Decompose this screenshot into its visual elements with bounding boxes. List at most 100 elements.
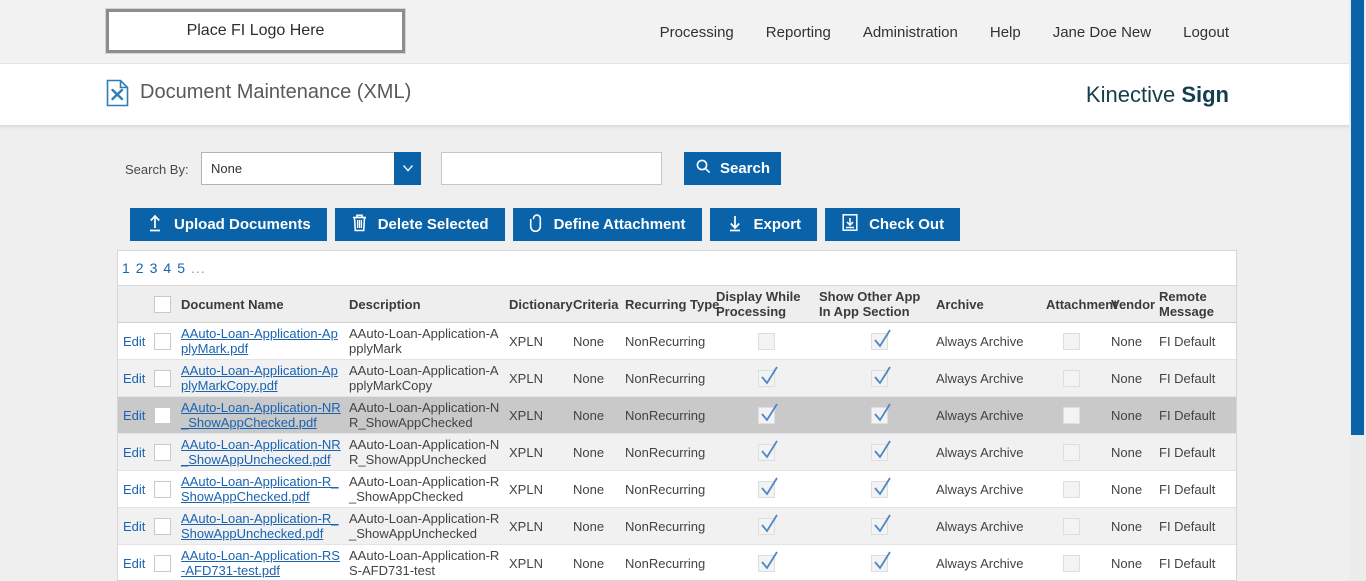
row-select-cell (154, 508, 181, 545)
display-while-processing-checkbox (758, 477, 778, 498)
nav-item-logout[interactable]: Logout (1183, 23, 1229, 41)
nav-item-user[interactable]: Jane Doe New (1052, 23, 1152, 41)
edit-link[interactable]: Edit (123, 407, 146, 423)
select-all-checkbox[interactable] (154, 295, 171, 313)
page-link-2[interactable]: 2 (135, 260, 144, 276)
edit-cell: Edit (118, 434, 154, 471)
delete-selected-button[interactable]: Delete Selected (334, 208, 505, 241)
header-archive: Archive (936, 285, 1046, 323)
display-while-processing-cell (716, 323, 819, 360)
page-link-5[interactable]: 5 (177, 260, 185, 276)
criteria-cell: None (573, 407, 605, 423)
row-select-cell (154, 471, 181, 508)
document-name-link[interactable]: AAuto-Loan-Application-NR_ShowAppChecked… (181, 400, 341, 430)
row-select-checkbox[interactable] (154, 554, 171, 572)
display-while-processing-cell (716, 545, 819, 581)
archive-cell: Always Archive (936, 444, 1024, 460)
brand-logo: Kinective Sign (1086, 82, 1229, 108)
show-other-app-cell (819, 545, 936, 581)
checkout-icon (841, 213, 859, 236)
row-select-cell (154, 360, 181, 397)
search-icon (695, 158, 712, 179)
row-select-checkbox[interactable] (154, 517, 171, 535)
fi-logo-placeholder: Place FI Logo Here (106, 9, 405, 53)
upload-documents-button[interactable]: Upload Documents (130, 208, 327, 241)
pagination: 1 2 3 4 5 ... (118, 251, 1236, 285)
header-recurring-type: Recurring Type (625, 285, 719, 323)
check-out-button[interactable]: Check Out (825, 208, 961, 241)
page-link-3[interactable]: 3 (149, 260, 158, 276)
vendor-cell: None (1111, 407, 1143, 423)
chevron-down-icon (401, 160, 415, 178)
document-name-link[interactable]: AAuto-Loan-Application-R_ShowAppUnchecke… (181, 511, 339, 541)
search-button-label: Search (719, 160, 771, 177)
table-row: Edit AAuto-Loan-Application-R_ShowAppUnch… (118, 507, 1236, 545)
document-name-link[interactable]: AAuto-Loan-Application-RS-AFD731-test.pd… (181, 548, 340, 578)
edit-link[interactable]: Edit (123, 518, 146, 534)
dictionary-cell: XPLN (509, 518, 543, 534)
select-dropdown-button[interactable] (394, 152, 421, 185)
row-select-cell (154, 397, 181, 434)
dictionary-cell: XPLN (509, 370, 543, 386)
row-select-checkbox[interactable] (154, 406, 171, 424)
document-name-link[interactable]: AAuto-Loan-Application-NR_ShowAppUncheck… (181, 437, 341, 467)
remote-message-cell: FI Default (1159, 555, 1216, 571)
upload-icon (146, 213, 164, 236)
documents-table-body: Edit AAuto-Loan-Application-ApplyMark.pdf… (118, 322, 1236, 581)
page-link-4[interactable]: 4 (163, 260, 172, 276)
edit-link[interactable]: Edit (123, 333, 146, 349)
edit-link[interactable]: Edit (123, 444, 146, 460)
show-other-app-cell (819, 508, 936, 545)
attachment-checkbox (1063, 332, 1080, 350)
show-other-app-cell (819, 360, 936, 397)
nav-item-help[interactable]: Help (989, 23, 1021, 41)
row-select-checkbox[interactable] (154, 332, 171, 350)
edit-link[interactable]: Edit (123, 481, 146, 497)
table-row: Edit AAuto-Loan-Application-NR_ShowAppChe… (118, 396, 1236, 434)
remote-message-cell: FI Default (1159, 407, 1216, 423)
edit-link[interactable]: Edit (123, 555, 146, 571)
document-name-link[interactable]: AAuto-Loan-Application-ApplyMark.pdf (181, 326, 338, 356)
show-other-app-checkbox (871, 440, 891, 461)
vendor-cell: None (1111, 333, 1143, 349)
nav-item-processing[interactable]: Processing (659, 23, 734, 41)
vertical-scrollbar-thumb[interactable] (1351, 0, 1364, 435)
show-other-app-cell (819, 397, 936, 434)
nav-item-administration[interactable]: Administration (862, 23, 958, 41)
remote-message-cell: FI Default (1159, 518, 1216, 534)
header-criteria: Criteria (573, 285, 625, 323)
paperclip-icon (529, 213, 544, 237)
criteria-cell: None (573, 333, 605, 349)
attachment-cell (1046, 323, 1111, 360)
export-button[interactable]: Export (709, 208, 818, 241)
dictionary-cell: XPLN (509, 555, 543, 571)
row-select-cell (154, 323, 181, 360)
display-while-processing-cell (716, 471, 819, 508)
document-name-cell: AAuto-Loan-Application-R_ShowAppChecked.… (181, 471, 349, 508)
page-link-1[interactable]: 1 (122, 260, 130, 276)
dictionary-cell: XPLN (509, 333, 543, 349)
search-by-select[interactable]: None (201, 152, 421, 185)
row-select-checkbox[interactable] (154, 480, 171, 498)
show-other-app-cell (819, 323, 936, 360)
search-input[interactable] (441, 152, 662, 185)
attachment-checkbox (1063, 406, 1080, 424)
document-name-link[interactable]: AAuto-Loan-Application-ApplyMarkCopy.pdf (181, 363, 338, 393)
document-name-link[interactable]: AAuto-Loan-Application-R_ShowAppChecked.… (181, 474, 339, 504)
description-cell: AAuto-Loan-Application-ApplyMark (349, 326, 499, 356)
search-button[interactable]: Search (684, 152, 781, 185)
display-while-processing-cell (716, 397, 819, 434)
row-select-checkbox[interactable] (154, 369, 171, 387)
description-cell: AAuto-Loan-Application-RS-AFD731-test (349, 548, 500, 578)
nav-item-reporting[interactable]: Reporting (765, 23, 831, 41)
define-attachment-button[interactable]: Define Attachment (512, 208, 702, 241)
vertical-scrollbar-track[interactable] (1349, 0, 1366, 581)
row-select-checkbox[interactable] (154, 443, 171, 461)
description-cell: AAuto-Loan-Application-ApplyMarkCopy (349, 363, 499, 393)
edit-link[interactable]: Edit (123, 370, 146, 386)
attachment-cell (1046, 508, 1111, 545)
dictionary-cell: XPLN (509, 481, 543, 497)
document-name-cell: AAuto-Loan-Application-ApplyMarkCopy.pdf (181, 360, 349, 397)
description-cell: AAuto-Loan-Application-R_ShowAppChecked (349, 474, 500, 504)
attachment-checkbox (1063, 554, 1080, 572)
